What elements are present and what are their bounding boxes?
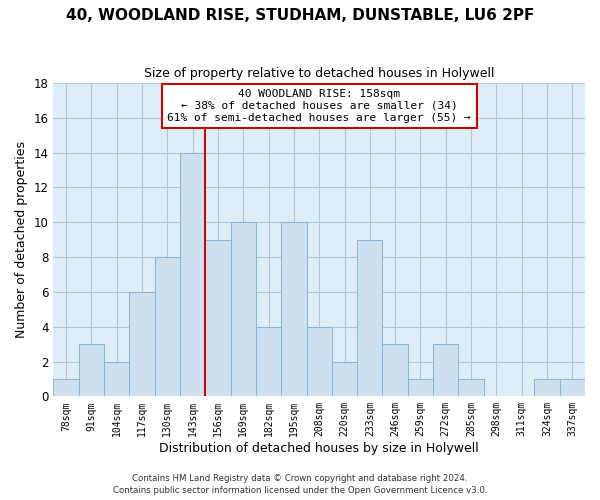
Bar <box>130 292 155 397</box>
Bar <box>53 379 79 396</box>
Y-axis label: Number of detached properties: Number of detached properties <box>15 141 28 338</box>
Bar <box>560 379 585 396</box>
Text: 40 WOODLAND RISE: 158sqm
← 38% of detached houses are smaller (34)
61% of semi-d: 40 WOODLAND RISE: 158sqm ← 38% of detach… <box>167 90 471 122</box>
Text: 40, WOODLAND RISE, STUDHAM, DUNSTABLE, LU6 2PF: 40, WOODLAND RISE, STUDHAM, DUNSTABLE, L… <box>66 8 534 22</box>
Bar <box>205 240 230 396</box>
Text: Contains HM Land Registry data © Crown copyright and database right 2024.
Contai: Contains HM Land Registry data © Crown c… <box>113 474 487 495</box>
Bar <box>433 344 458 397</box>
Bar <box>256 326 281 396</box>
Bar <box>155 257 180 396</box>
Bar <box>332 362 357 396</box>
Bar <box>307 326 332 396</box>
Bar <box>180 152 205 396</box>
Bar <box>357 240 382 396</box>
Bar <box>79 344 104 397</box>
Bar <box>408 379 433 396</box>
Bar <box>281 222 307 396</box>
Bar <box>104 362 130 396</box>
Bar <box>230 222 256 396</box>
X-axis label: Distribution of detached houses by size in Holywell: Distribution of detached houses by size … <box>160 442 479 455</box>
Bar <box>535 379 560 396</box>
Bar <box>458 379 484 396</box>
Bar <box>382 344 408 397</box>
Title: Size of property relative to detached houses in Holywell: Size of property relative to detached ho… <box>144 68 494 80</box>
